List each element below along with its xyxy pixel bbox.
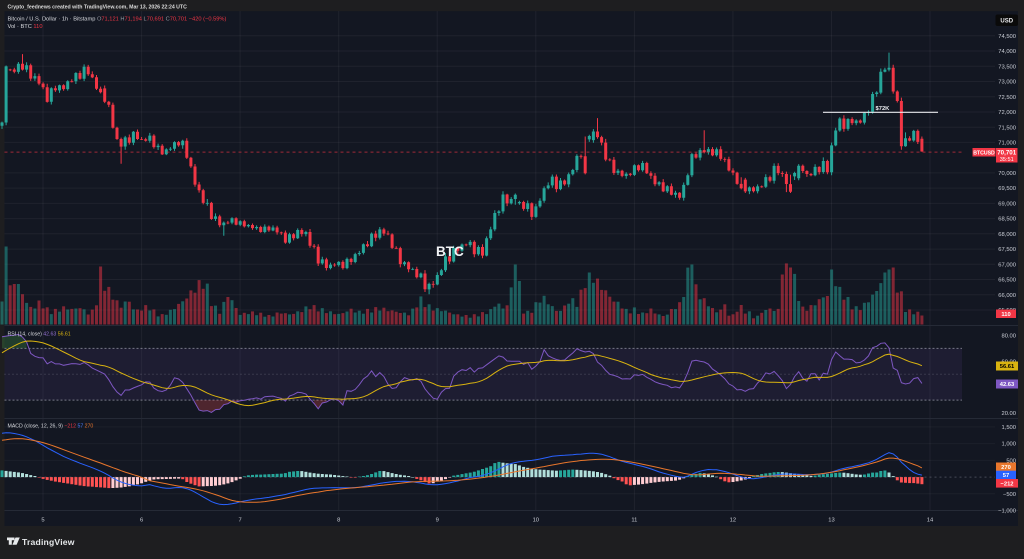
svg-text:13: 13: [828, 518, 834, 524]
svg-text:80.00: 80.00: [1001, 334, 1016, 340]
svg-text:Vol · BTC 110: Vol · BTC 110: [8, 24, 43, 30]
svg-text:500: 500: [1006, 459, 1016, 465]
svg-text:MACD (close, 12, 26, 9) −212 5: MACD (close, 12, 26, 9) −212 57 270: [8, 424, 94, 430]
svg-text:−500: −500: [1003, 492, 1016, 498]
svg-text:270: 270: [1001, 465, 1011, 471]
svg-text:Bitcoin / U.S. Dollar · 1h · B: Bitcoin / U.S. Dollar · 1h · Bitstamp O7…: [8, 17, 227, 23]
svg-text:1,000: 1,000: [1001, 442, 1016, 448]
svg-text:68,000: 68,000: [998, 232, 1016, 238]
svg-text:7: 7: [238, 518, 241, 524]
svg-text:73,500: 73,500: [998, 64, 1016, 70]
svg-text:RSI (14, close) 42.63 56.61: RSI (14, close) 42.63 56.61: [8, 332, 71, 338]
svg-text:5: 5: [41, 518, 44, 524]
svg-text:8: 8: [337, 518, 340, 524]
svg-text:11: 11: [631, 518, 637, 524]
svg-text:−212: −212: [1000, 482, 1013, 488]
svg-text:1,500: 1,500: [1001, 425, 1016, 431]
svg-text:56.61: 56.61: [1000, 364, 1015, 370]
svg-text:72,500: 72,500: [998, 95, 1016, 101]
svg-text:6: 6: [140, 518, 143, 524]
svg-text:Crypto_feednews created with T: Crypto_feednews created with TradingView…: [8, 5, 188, 11]
svg-text:67,500: 67,500: [998, 247, 1016, 253]
svg-text:67,000: 67,000: [998, 262, 1016, 268]
svg-text:66,000: 66,000: [998, 293, 1016, 299]
svg-text:12: 12: [730, 518, 736, 524]
svg-text:42.63: 42.63: [1000, 382, 1015, 388]
svg-text:70,701: 70,701: [997, 150, 1016, 157]
svg-text:68,500: 68,500: [998, 217, 1016, 223]
svg-text:72,000: 72,000: [998, 110, 1016, 116]
svg-text:$72K: $72K: [876, 106, 891, 112]
svg-text:9: 9: [436, 518, 439, 524]
svg-text:10: 10: [533, 518, 539, 524]
svg-text:110: 110: [1001, 312, 1010, 318]
svg-text:66,500: 66,500: [998, 278, 1016, 284]
svg-text:35:51: 35:51: [1000, 157, 1014, 163]
svg-text:−1,000: −1,000: [998, 509, 1016, 515]
svg-text:USD: USD: [1000, 19, 1013, 25]
svg-text:BTC: BTC: [436, 244, 464, 259]
svg-text:TradingView: TradingView: [22, 537, 75, 547]
svg-text:70,000: 70,000: [998, 171, 1016, 177]
svg-text:71,000: 71,000: [998, 141, 1016, 147]
svg-text:69,500: 69,500: [998, 186, 1016, 192]
svg-text:57: 57: [1003, 473, 1009, 479]
svg-text:71,500: 71,500: [998, 125, 1016, 131]
svg-text:20.00: 20.00: [1001, 411, 1016, 417]
svg-text:74,000: 74,000: [998, 49, 1016, 55]
svg-text:74,500: 74,500: [998, 34, 1016, 40]
svg-text:14: 14: [927, 518, 934, 524]
svg-text:69,000: 69,000: [998, 202, 1016, 208]
svg-text:73,000: 73,000: [998, 80, 1016, 86]
svg-text:BTCUSD: BTCUSD: [973, 150, 995, 156]
